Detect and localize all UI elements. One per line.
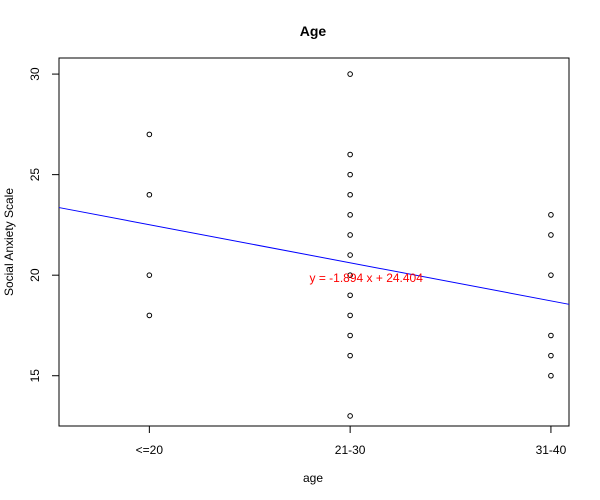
y-tick-label: 15 (28, 369, 42, 383)
data-point (347, 151, 353, 158)
x-tick-label: <=20 (136, 443, 164, 457)
y-tick-label: 20 (28, 268, 42, 282)
data-point (347, 413, 353, 419)
data-point (347, 292, 353, 299)
data-point (347, 232, 353, 238)
y-tick-label: 30 (28, 67, 42, 81)
y-axis: 15 20 25 30 (28, 67, 59, 382)
data-point (347, 212, 353, 218)
plot-frame (58, 57, 570, 427)
regression-line (58, 207, 570, 305)
points-layer (146, 71, 554, 419)
data-point (548, 332, 554, 339)
data-point (347, 352, 353, 359)
data-point (347, 272, 353, 278)
x-axis-label: age (303, 471, 323, 485)
data-point (548, 212, 554, 218)
y-tick-label: 25 (28, 168, 42, 182)
data-point (548, 372, 554, 379)
data-point (347, 171, 353, 178)
data-point (347, 332, 353, 339)
regression-layer (58, 207, 570, 305)
data-point (347, 71, 353, 77)
data-point (347, 252, 353, 258)
data-point (146, 191, 153, 198)
y-axis-label: Social Anxiety Scale (2, 188, 16, 296)
data-point (548, 272, 554, 278)
data-point (146, 131, 153, 138)
data-point (548, 232, 554, 238)
regression-equation-label: y = -1.894 x + 24.404 (309, 271, 423, 285)
chart-title: Age (300, 23, 327, 39)
x-axis: <=20 21-30 31-40 (136, 426, 567, 457)
x-tick-label: 21-30 (335, 443, 366, 457)
data-point (347, 312, 353, 319)
data-point (146, 272, 153, 278)
data-point (347, 191, 353, 198)
data-point (548, 352, 554, 359)
data-point (146, 312, 153, 319)
x-tick-label: 31-40 (536, 443, 567, 457)
